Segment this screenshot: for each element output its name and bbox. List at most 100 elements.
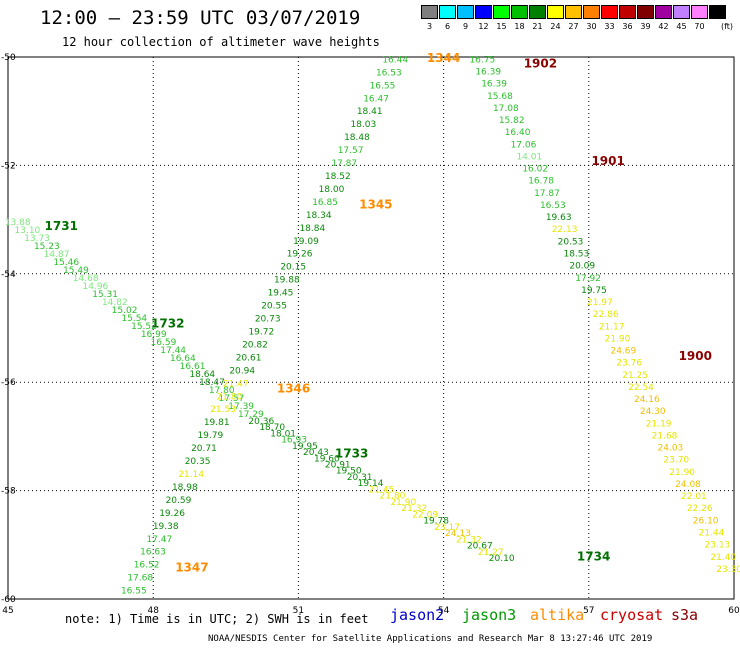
swh-value: 19.79 (197, 431, 223, 441)
swh-value: 20.09 (569, 262, 595, 272)
swh-value: 15.46 (53, 258, 79, 268)
legend-label: 42 (658, 22, 669, 31)
swh-value: 20.61 (236, 353, 262, 363)
swh-value: 21.27 (478, 548, 504, 558)
swh-value: 16.52 (134, 561, 160, 571)
legend-label: 15 (496, 22, 507, 31)
y-tick-label: -54 (1, 270, 16, 280)
swh-observations: 13.8813.1013.7315.2314.8715.4615.4914.68… (5, 55, 740, 596)
swh-value: 16.64 (170, 354, 196, 364)
satellite-label-jason3: jason3 (462, 606, 517, 624)
legend-swatch (529, 5, 546, 19)
swh-value: 21.25 (622, 371, 648, 381)
swh-value: 16.40 (505, 128, 531, 138)
swh-value: 15.52 (131, 322, 157, 332)
swh-value: 24.03 (658, 444, 684, 454)
swh-value: 16.47 (363, 94, 389, 104)
swh-value: 23.17 (434, 523, 460, 533)
swh-value: 17.44 (160, 346, 186, 356)
swh-value: 21.90 (605, 334, 631, 344)
swh-value: 18.98 (172, 483, 198, 493)
swh-value: 20.43 (303, 448, 329, 458)
pass-time-label: 1732 (151, 317, 184, 331)
swh-value: 23.30 (716, 565, 740, 575)
swh-value: 20.73 (255, 315, 281, 325)
grid-lines (8, 57, 734, 599)
swh-value: 24.69 (610, 347, 636, 357)
swh-value: 24.30 (640, 407, 666, 417)
swh-value: 19.38 (153, 522, 179, 532)
swh-value: 15.54 (121, 314, 147, 324)
x-tick-label: 45 (2, 606, 13, 616)
pass-time-label: 1902 (524, 56, 557, 70)
swh-value: 16.99 (141, 330, 167, 340)
swh-value: 17.57 (219, 394, 245, 404)
swh-value: 19.72 (248, 327, 274, 337)
y-tick-label: -60 (1, 595, 16, 605)
swh-value: 14.82 (102, 298, 128, 308)
swh-value: 21.68 (652, 431, 678, 441)
satellite-label-s3a: s3a (671, 606, 699, 624)
y-tick-label: -52 (1, 161, 16, 171)
legend-swatch (475, 5, 492, 19)
x-tick-label: 51 (293, 606, 304, 616)
swh-value: 19.45 (268, 289, 294, 299)
footnote: note: 1) Time is in UTC; 2) SWH is in fe… (65, 612, 369, 626)
swh-value: 18.52 (325, 172, 351, 182)
legend-swatch (421, 5, 438, 19)
swh-value: 22.86 (593, 310, 619, 320)
swh-value: 16.53 (376, 68, 402, 78)
legend-swatch (619, 5, 636, 19)
legend-swatch (511, 5, 528, 19)
swh-value: 16.59 (151, 338, 177, 348)
swh-value: 23.76 (616, 359, 642, 369)
legend-swatch (439, 5, 456, 19)
swh-value: 22.01 (681, 492, 707, 502)
legend-swatch (601, 5, 618, 19)
swh-value: 19.75 (581, 286, 607, 296)
page-title: 12:00 – 23:59 UTC 03/07/2019 (40, 7, 361, 29)
legend-label: 36 (622, 22, 633, 31)
x-tick-label: 54 (438, 606, 450, 616)
legend-swatch (565, 5, 582, 19)
swh-value: 20.59 (166, 496, 192, 506)
swh-value: 17.47 (146, 535, 172, 545)
pass-time-label: 1344 (427, 51, 460, 65)
y-tick-label: -58 (1, 487, 16, 497)
legend-label: 39 (640, 22, 651, 31)
axis-tick-labels: 45 48 51 54 57 60 -50 -52 -54 -56 -58 -60 (1, 53, 740, 616)
swh-value: 19.60 (314, 454, 340, 464)
swh-value: 15.68 (487, 92, 513, 102)
legend-label: 6 (444, 22, 451, 31)
legend-swatch (673, 5, 690, 19)
swh-value: 18.47 (199, 378, 225, 388)
swh-value: 21.44 (699, 529, 725, 539)
y-tick-label: -50 (1, 53, 16, 63)
swh-value: 16.61 (180, 362, 206, 372)
legend-label: 24 (550, 22, 561, 31)
swh-value: 17.06 (511, 140, 537, 150)
swh-value: 20.82 (242, 340, 268, 350)
pass-time-label: 1731 (45, 219, 78, 233)
legend-swatch (691, 5, 708, 19)
swh-value: 20.10 (489, 554, 515, 564)
swh-value: 22.13 (552, 225, 578, 235)
swh-value: 17.68 (127, 574, 153, 584)
swh-value: 21.40 (710, 553, 736, 563)
swh-value: 20.31 (347, 473, 373, 483)
swh-value: 16.39 (475, 68, 501, 78)
swh-value: 16.02 (522, 165, 548, 175)
swh-value: 21.32 (456, 535, 482, 545)
swh-value: 20.94 (229, 366, 255, 376)
swh-value: 13.73 (24, 234, 50, 244)
swh-value: 21.97 (587, 298, 613, 308)
swh-value: 20.55 (261, 302, 287, 312)
swh-value: 16.78 (528, 177, 554, 187)
swh-value: 20.15 (280, 263, 306, 273)
swh-value: 24.16 (634, 395, 660, 405)
legend-label: 27 (568, 22, 579, 31)
swh-value: 20.36 (248, 417, 274, 427)
swh-value: 24.08 (675, 480, 701, 490)
pass-time-label: 1346 (277, 382, 310, 396)
